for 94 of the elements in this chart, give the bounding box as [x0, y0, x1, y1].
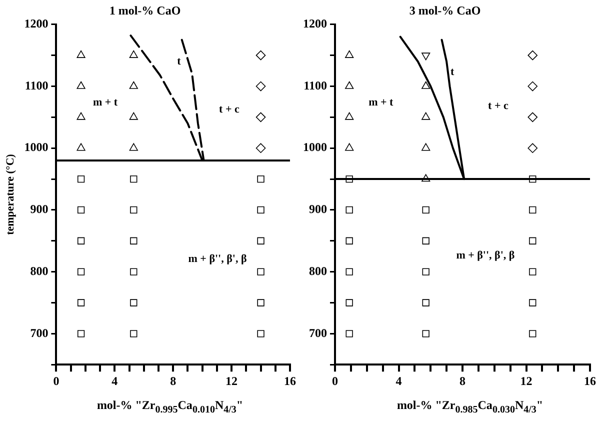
point: [76, 143, 86, 151]
point: [257, 268, 264, 276]
annotation: t + c: [219, 103, 240, 116]
point: [130, 237, 138, 244]
point: [256, 112, 266, 122]
point: [77, 237, 85, 244]
point: [77, 175, 85, 183]
point: [528, 50, 538, 60]
point: [422, 174, 430, 182]
x-axis-title: mol-% "Zr$_{0.995}$Ca$_{0.010}$N$_{4/3}$": [96, 398, 244, 416]
point: [422, 206, 430, 214]
y-axis-title: temperature (°C): [4, 154, 16, 235]
annotation: t: [450, 66, 454, 78]
point: [422, 299, 430, 306]
point: [76, 112, 86, 120]
point: [257, 299, 264, 306]
point: [129, 143, 138, 151]
y-tick-label: 900: [309, 202, 327, 216]
point: [130, 175, 138, 183]
y-tick-label: 700: [309, 326, 327, 340]
point: [529, 237, 536, 244]
point: [346, 268, 353, 276]
annotation: m + t: [92, 96, 118, 108]
point: [422, 112, 430, 120]
x-tick-label: 16: [284, 374, 296, 388]
point: [256, 50, 266, 60]
point: [529, 268, 536, 276]
point: [422, 330, 430, 338]
chart-title: 3 mol-% CaO: [409, 3, 481, 18]
point: [130, 206, 138, 214]
point: [130, 299, 138, 306]
point: [130, 330, 138, 338]
point: [129, 50, 138, 58]
point: [130, 268, 138, 276]
y-tick-label: 800: [309, 264, 327, 278]
x-tick-label: 0: [332, 374, 338, 388]
point: [77, 268, 85, 276]
point: [129, 81, 138, 89]
y-tick-label: 1100: [24, 78, 48, 92]
x-tick-label: 0: [53, 374, 60, 388]
annotation: m + β'', β', β: [188, 252, 247, 265]
point: [528, 81, 538, 92]
annotation: t + c: [488, 100, 508, 112]
point: [257, 175, 264, 183]
point: [77, 330, 85, 338]
point: [346, 330, 353, 338]
x-axis-title: mol-% "Zr$_{0.985}$Ca$_{0.030}$N$_{4/3}$": [396, 398, 544, 416]
point: [528, 112, 538, 122]
point: [257, 206, 264, 214]
y-tick-label: 1000: [303, 140, 327, 154]
point: [529, 175, 536, 183]
y-tick-label: 1200: [303, 16, 327, 30]
point: [345, 143, 354, 151]
y-tick-label: 1200: [24, 16, 48, 30]
point: [345, 112, 354, 120]
x-tick-label: 8: [460, 374, 466, 388]
point: [77, 206, 85, 214]
point: [422, 268, 430, 276]
point: [346, 175, 353, 183]
point: [76, 50, 86, 58]
point: [346, 237, 353, 244]
chart-title: 1 mol-% CaO: [109, 3, 181, 18]
point: [256, 81, 266, 92]
point: [129, 112, 138, 120]
x-tick-label: 4: [396, 374, 402, 388]
point: [529, 206, 536, 214]
point: [76, 81, 86, 89]
point: [346, 206, 353, 214]
point: [422, 237, 430, 244]
x-tick-label: 12: [226, 374, 238, 388]
point: [257, 330, 264, 338]
x-tick-label: 12: [520, 374, 532, 388]
point: [422, 143, 430, 151]
annotation: m + t: [368, 96, 394, 108]
point: [77, 299, 85, 306]
point: [257, 237, 264, 244]
point: [345, 50, 354, 58]
x-tick-label: 8: [170, 374, 176, 388]
point: [346, 299, 353, 306]
y-tick-label: 1000: [24, 140, 48, 154]
y-tick-label: 700: [30, 326, 48, 340]
x-tick-label: 4: [112, 374, 118, 388]
y-tick-label: 1100: [304, 78, 327, 92]
y-tick-label: 900: [30, 202, 48, 216]
annotation: m + β'', β', β: [456, 250, 515, 262]
point: [528, 143, 538, 154]
annotation: t: [177, 56, 182, 68]
x-tick-label: 16: [584, 374, 596, 388]
y-tick-label: 800: [30, 264, 48, 278]
point: [256, 143, 266, 154]
point: [345, 81, 354, 89]
point: [529, 299, 536, 306]
point: [529, 330, 536, 338]
point: [422, 81, 430, 89]
